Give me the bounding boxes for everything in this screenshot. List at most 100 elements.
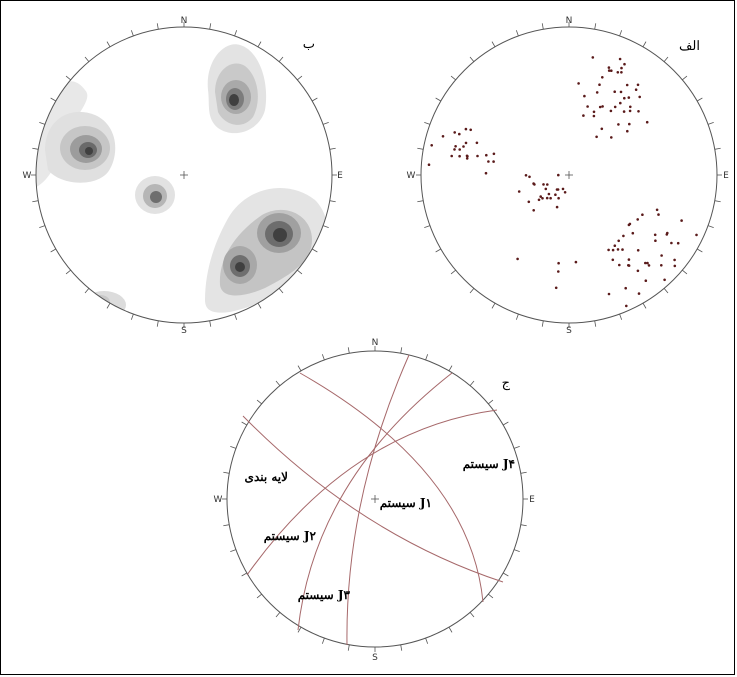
pole-point: [619, 90, 623, 94]
azimuth-tick: [130, 30, 134, 37]
pole-point: [610, 69, 613, 72]
azimuth-tick: [347, 644, 350, 651]
cluster-southeast: [205, 188, 328, 313]
azimuth-tick: [130, 313, 134, 320]
north-label: N: [566, 16, 573, 26]
pole-point: [623, 62, 626, 66]
pole-point: [549, 196, 552, 200]
azimuth-tick: [65, 75, 71, 81]
azimuth-tick: [520, 524, 527, 527]
pole-point: [636, 269, 640, 273]
azimuth-ticks: [31, 22, 337, 328]
azimuth-tick: [50, 248, 57, 253]
azimuth-tick: [696, 97, 703, 102]
pole-point: [563, 191, 567, 194]
pole-point: [645, 120, 649, 124]
pole-point: [430, 144, 434, 147]
label-bedding: لایه بندی: [245, 470, 288, 484]
azimuth-tick: [209, 320, 212, 327]
pole-point: [628, 109, 632, 113]
azimuth-tick: [513, 549, 520, 553]
pole-point: [680, 219, 683, 222]
azimuth-tick: [714, 147, 721, 150]
pole-point: [450, 154, 454, 158]
pole-point: [598, 83, 601, 86]
azimuth-tick: [642, 41, 647, 48]
south-label: S: [566, 326, 572, 336]
pole-point: [524, 174, 528, 177]
pole-point: [617, 123, 620, 126]
pole-point: [655, 208, 659, 212]
pole-point: [641, 213, 644, 216]
pole-point: [539, 195, 542, 198]
azimuth-tick: [425, 637, 429, 644]
pole-point: [627, 258, 631, 261]
pole-point: [557, 270, 560, 273]
label-j3: سیستم J۳: [298, 588, 351, 603]
pole-point: [557, 261, 560, 265]
pole-point: [619, 101, 622, 105]
azimuth-tick: [663, 56, 669, 62]
azimuth-tick: [488, 593, 494, 599]
azimuth-tick: [469, 288, 475, 294]
pole-point: [644, 261, 647, 265]
pole-point: [533, 183, 536, 186]
azimuth-tick: [278, 56, 284, 62]
azimuth-tick: [714, 200, 721, 203]
azimuth-tick: [469, 56, 475, 62]
pole-point: [618, 263, 621, 267]
pole-point: [598, 105, 602, 109]
azimuth-tick: [329, 200, 336, 203]
pole-point: [621, 248, 624, 251]
azimuth-tick: [65, 269, 71, 275]
pole-point: [636, 218, 639, 221]
pole-point: [627, 96, 631, 99]
azimuth-tick: [50, 97, 57, 102]
azimuth-tick: [311, 248, 318, 253]
pole-point: [611, 258, 615, 262]
pole-point: [454, 145, 457, 148]
pole-point: [492, 160, 495, 163]
plane-j1: [346, 354, 410, 646]
azimuth-tick: [84, 56, 90, 62]
azimuth-tick: [275, 612, 281, 618]
azimuth-tick: [257, 41, 262, 48]
azimuth-tick: [594, 320, 597, 327]
pole-point: [592, 114, 596, 118]
pole-point: [458, 148, 462, 151]
great-circles: [242, 354, 504, 646]
azimuth-tick: [448, 626, 453, 633]
pole-point: [611, 248, 615, 252]
pole-point: [610, 136, 613, 139]
pole-point: [657, 213, 660, 216]
pole-point: [465, 157, 469, 160]
pole-point: [634, 88, 638, 91]
azimuth-tick: [682, 269, 688, 275]
cluster-northwest: [45, 111, 116, 183]
pole-point: [626, 129, 629, 133]
azimuth-tick: [435, 97, 442, 102]
azimuth-tick: [256, 593, 262, 599]
south-label: S: [181, 326, 187, 336]
pole-point: [476, 154, 479, 158]
pole-point: [577, 82, 580, 85]
pole-point: [487, 160, 490, 163]
stereonet-b: N S E W ب: [23, 16, 344, 336]
south-label: S: [372, 653, 378, 663]
pole-point: [427, 163, 431, 166]
pole-point: [628, 122, 631, 126]
pole-point: [583, 94, 586, 98]
azimuth-tick: [32, 200, 39, 203]
pole-point: [528, 175, 531, 179]
pole-point: [554, 286, 558, 290]
pole-point: [618, 57, 622, 61]
azimuth-tick: [502, 421, 509, 426]
label-j4: سیستم J۴: [463, 457, 515, 472]
azimuth-tick: [642, 302, 647, 309]
east-label: E: [529, 495, 535, 505]
azimuth-tick: [311, 97, 318, 102]
pole-point: [660, 254, 663, 257]
pole-point: [595, 91, 599, 94]
pole-point: [601, 76, 604, 79]
pole-point: [475, 141, 479, 145]
